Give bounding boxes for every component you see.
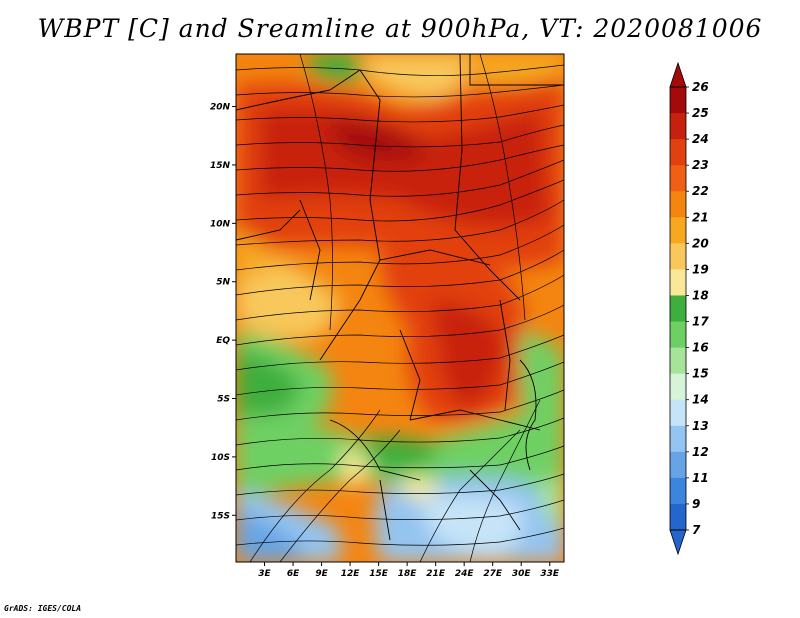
lon-tick-label: 33E xyxy=(540,569,560,579)
colorbar-segment xyxy=(670,217,686,244)
colorbar-segment xyxy=(670,321,686,349)
colorbar-segment xyxy=(670,347,686,375)
colorbar-segment xyxy=(670,113,686,140)
lon-tick-label: 21E xyxy=(426,569,446,579)
colorbar: 26 25 24 23 22 21 20 19 18 17 16 15 14 13 12 11 9 7 xyxy=(669,61,709,556)
colorbar-segment xyxy=(670,87,686,114)
colorbar-label: 11 xyxy=(692,471,709,485)
colorbar-outline xyxy=(669,86,687,531)
colorbar-label: 21 xyxy=(692,210,709,224)
colorbar-label: 26 xyxy=(692,80,709,94)
colorbar-label: 25 xyxy=(692,106,709,120)
colorbar-label: 24 xyxy=(692,132,709,146)
lon-tick-label: 30E xyxy=(512,569,532,579)
colorbar-label: 20 xyxy=(692,236,709,250)
colorbar-label: 17 xyxy=(692,315,709,329)
colorbar-segment xyxy=(670,373,686,401)
colorbar-label: 9 xyxy=(692,497,700,511)
colorbar-top-arrow xyxy=(669,61,687,88)
lat-tick-label: 10S xyxy=(211,453,230,463)
colorbar-segment xyxy=(670,139,686,166)
colorbar-label: 16 xyxy=(692,341,709,355)
lat-tick-label: 5S xyxy=(217,395,230,405)
colorbar-label: 7 xyxy=(692,523,701,537)
lat-tick-label: 15S xyxy=(211,511,230,521)
colorbar-bottom-arrow xyxy=(669,529,687,556)
colorbar-segment xyxy=(670,399,686,427)
lon-tick-label: 24E xyxy=(455,569,475,579)
lon-tick-label: 15E xyxy=(369,569,389,579)
colorbar-label: 13 xyxy=(692,419,709,433)
lon-tick-label: 9E xyxy=(315,569,328,579)
colorbar-label: 23 xyxy=(692,158,709,172)
colorbar-label: 18 xyxy=(692,288,709,302)
colorbar-segment xyxy=(670,503,686,531)
grads-credit: GrADS: IGES/COLA xyxy=(4,604,82,613)
colorbar-segment xyxy=(670,477,686,505)
lat-tick-label: 15N xyxy=(210,161,231,171)
longitude-axis: 3E 6E 9E 12E 15E 18E 21E 24E 27E 30E 33E xyxy=(258,562,560,579)
lon-tick-label: 12E xyxy=(341,569,361,579)
lat-tick-label: EQ xyxy=(216,336,230,346)
colorbar-segment xyxy=(670,295,686,323)
colorbar-label: 15 xyxy=(692,367,709,381)
colorbar-label: 12 xyxy=(692,445,709,459)
colorbar-label: 19 xyxy=(692,262,709,276)
colorbar-label: 22 xyxy=(692,184,709,198)
country-borders xyxy=(236,54,564,541)
colorbar-label: 14 xyxy=(692,393,709,407)
map-frame xyxy=(235,53,565,563)
lon-tick-label: 6E xyxy=(287,569,300,579)
colorbar-segment xyxy=(670,269,686,296)
colorbar-segment xyxy=(670,425,686,453)
latitude-axis: 20N 15N 10N 5N EQ 5S 10S 15S xyxy=(210,103,236,521)
lat-tick-label: 5N xyxy=(216,278,230,288)
lon-tick-label: 18E xyxy=(398,569,418,579)
colorbar-segment xyxy=(670,451,686,479)
lon-tick-label: 27E xyxy=(483,569,503,579)
wbpt-field xyxy=(236,54,564,562)
lon-tick-label: 3E xyxy=(258,569,271,579)
streamlines xyxy=(236,54,564,562)
colorbar-segment xyxy=(670,191,686,218)
lat-tick-label: 20N xyxy=(210,103,231,113)
chart-title: WBPT [C] and Sreamline at 900hPa, VT: 20… xyxy=(37,14,763,43)
lat-tick-label: 10N xyxy=(210,219,231,229)
colorbar-segment xyxy=(670,243,686,270)
colorbar-segment xyxy=(670,165,686,192)
